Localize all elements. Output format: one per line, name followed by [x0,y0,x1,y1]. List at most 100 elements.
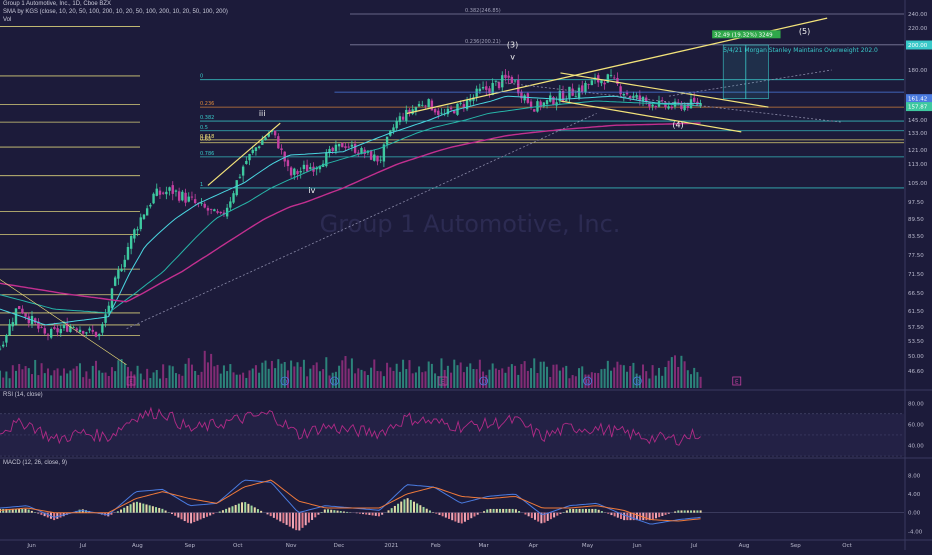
macd-histogram-bar [661,513,663,516]
volume-bar [543,362,545,388]
macd-histogram-bar [473,513,475,517]
candle-body [40,327,42,328]
macd-histogram-bar [161,509,163,513]
volume-bar [450,373,452,388]
macd-histogram-bar [518,511,520,513]
macd-histogram-bar [158,508,160,513]
macd-histogram-bar [550,513,552,520]
candle-body [495,81,497,82]
time-tick-label: Dec [334,543,345,549]
macd-histogram-bar [391,508,393,513]
macd-histogram-bar [381,513,383,515]
volume-bar [357,368,359,388]
macd-histogram-bar [502,509,504,513]
candle-body [111,288,113,308]
volume-bar [313,365,315,388]
volume-bar [175,373,177,388]
candle-body [95,332,97,337]
volume-bar [616,362,618,388]
candle-body [5,335,7,343]
volume-bar [322,369,324,388]
macd-title: MACD (12, 26, close, 9) [3,460,67,466]
rsi-tick-label: 60.00 [908,422,924,428]
wave-label: (3) [507,40,518,49]
candle-body [63,325,65,328]
candle-body [88,329,90,331]
candle-body [341,143,343,147]
time-tick-label: Nov [286,543,297,549]
volume-bar [424,371,426,388]
macd-histogram-bar [601,511,603,513]
macd-histogram-bar [136,502,138,513]
macd-histogram-bar [394,506,396,513]
macd-histogram-bar [388,510,390,512]
volume-bar [626,372,628,388]
volume-bar [405,369,407,388]
macd-histogram-bar [235,505,237,513]
volume-bar [25,366,27,388]
candle-body [143,215,145,219]
candle-body [479,89,481,91]
candle-body [399,116,401,122]
measure-label: 32.49 (19.32%) 3249 [714,32,773,38]
volume-bar [604,369,606,388]
candle-body [427,99,429,107]
candle-body [405,110,407,121]
macd-histogram-bar [120,509,122,512]
candle-body [258,146,260,148]
volume-bar [66,373,68,388]
macd-histogram-bar [607,513,609,514]
candle-body [18,306,20,309]
candle-body [287,160,289,166]
macd-histogram-bar [693,510,695,512]
event-marker-letter: E [129,380,133,386]
macd-histogram-bar [696,510,698,512]
macd-histogram-bar [687,510,689,512]
candle-body [373,155,375,161]
macd-histogram-bar [117,511,119,512]
candle-body [127,247,129,260]
candle-body [188,197,190,202]
macd-histogram-bar [477,513,479,515]
macd-histogram-bar [190,513,192,524]
volume-bar [476,369,478,388]
volume-bar [105,373,107,388]
candle-body [348,147,350,148]
volume-bar [191,365,193,388]
rsi-title: RSI (14, close) [3,392,43,398]
volume-bar [674,355,676,388]
macd-histogram-bar [155,507,157,513]
candle-body [424,106,426,107]
macd-histogram-bar [206,513,208,517]
macd-histogram-bar [509,509,511,513]
fib-label: 0.382 [200,115,214,121]
candle-body [437,111,439,115]
volume-bar [181,376,183,388]
candle-body [431,101,433,111]
candle-body [587,84,589,85]
volume-bar [50,375,52,388]
volume-bar [201,372,203,388]
volume-bar [28,368,30,388]
candle-body [533,109,535,111]
candle-body [181,192,183,201]
volume-bar [37,375,39,388]
macd-histogram-bar [419,505,421,512]
macd-histogram-bar [139,503,141,513]
macd-histogram-bar [145,504,147,512]
macd-histogram-bar [359,513,361,514]
volume-bar [274,368,276,388]
candle-body [239,177,241,178]
volume-bar [559,371,561,388]
candle-body [565,100,567,101]
volume-bar [117,360,119,388]
watermark-text: Group 1 Automotive, Inc. [320,210,621,238]
volume-bar [687,370,689,388]
macd-histogram-bar [368,513,370,515]
price-tick-label: 220.00 [908,26,928,32]
candle-body [152,194,154,204]
volume-bar [319,371,321,388]
